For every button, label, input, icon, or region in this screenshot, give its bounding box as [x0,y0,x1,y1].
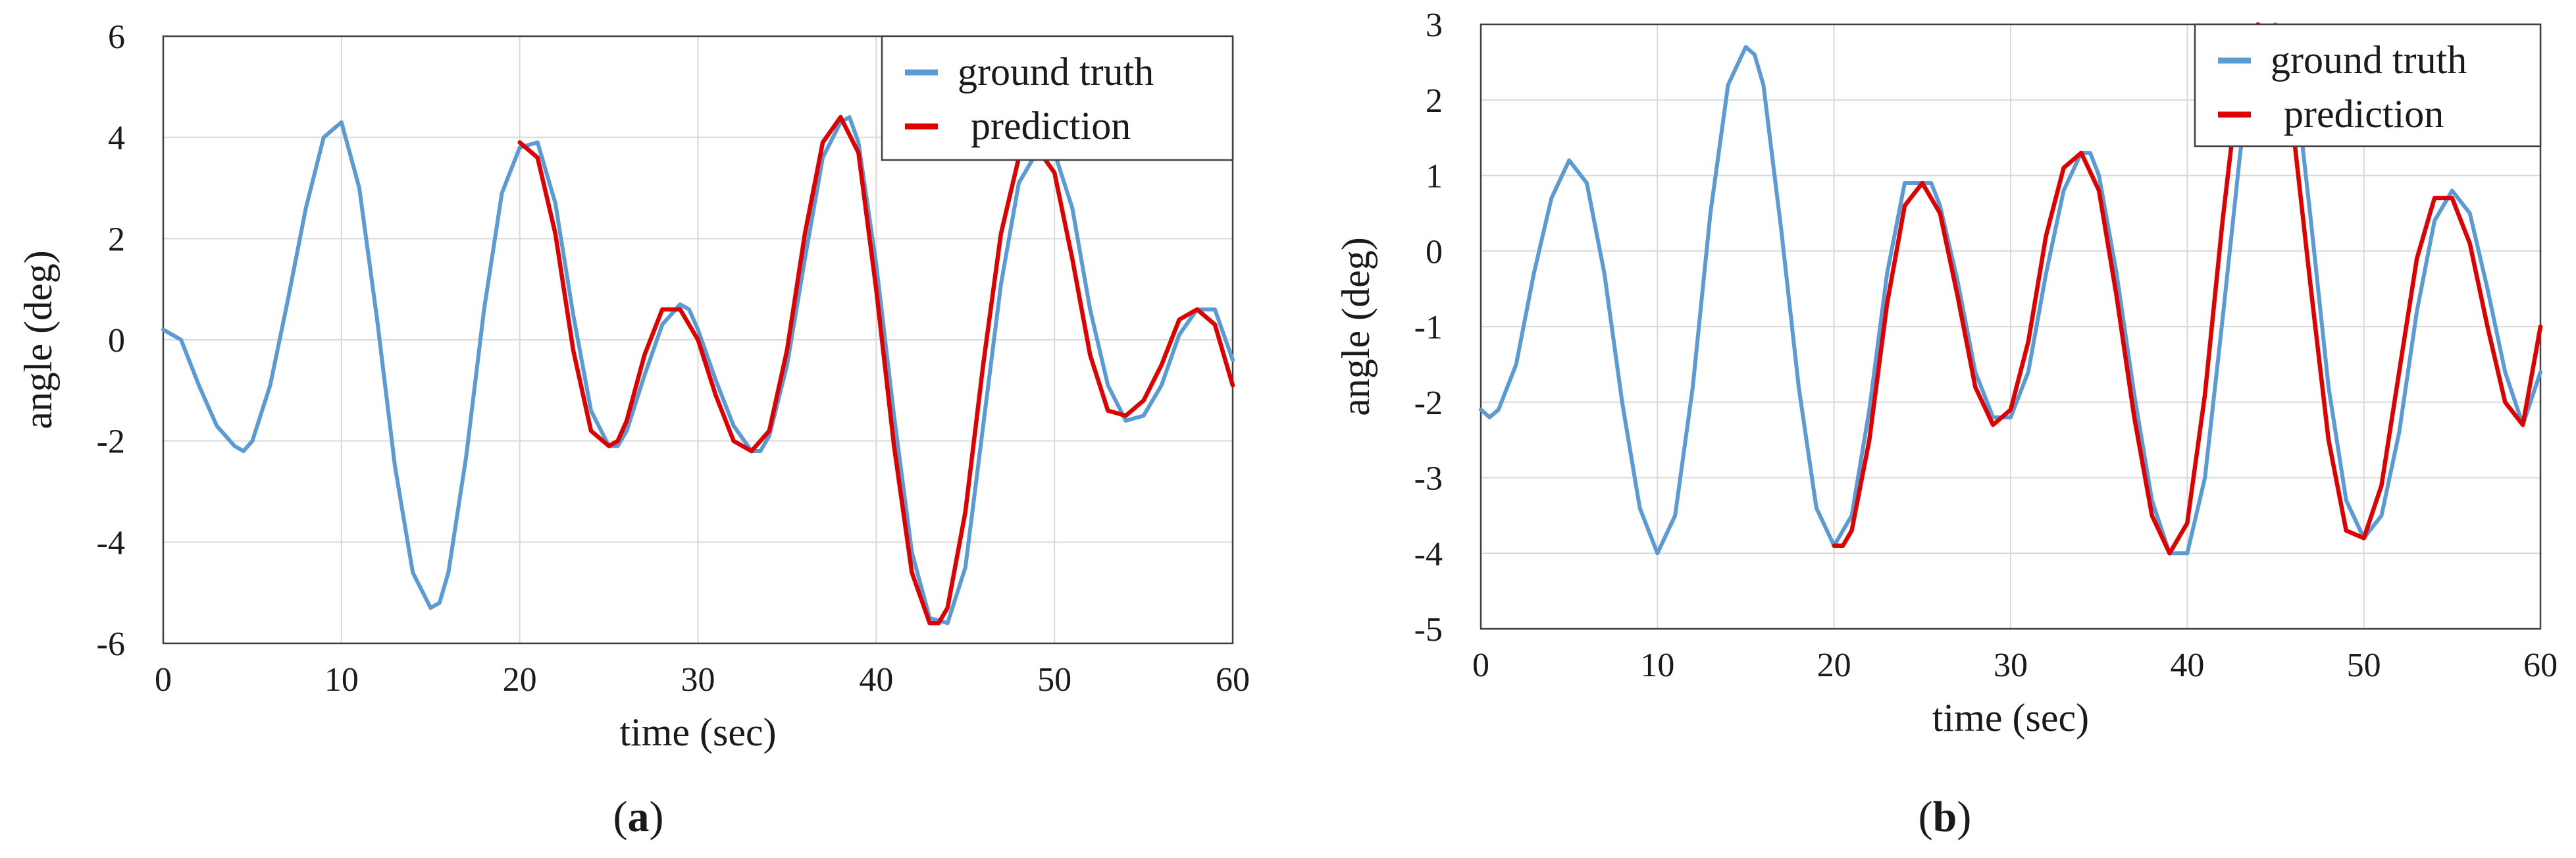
legend-label: prediction [2284,92,2444,136]
x-tick-label: 0 [155,661,172,699]
y-tick-label: -1 [1414,309,1443,346]
x-tick-label: 50 [1037,661,1071,699]
y-tick-label: 2 [1426,82,1443,120]
y-tick-label: -4 [1414,535,1443,573]
y-tick-label: 0 [108,322,125,360]
series-line-prediction [1832,22,2543,556]
x-tick-label: 30 [1994,647,2028,684]
y-tick-label: -2 [1414,385,1443,422]
legend-label: prediction [971,104,1131,147]
y-tick-label: -2 [97,423,125,461]
legend-label: ground truth [2271,38,2467,82]
y-tick-label: 1 [1426,158,1443,196]
y-tick-label: 4 [108,120,125,157]
y-tick-label: 6 [108,18,125,56]
y-tick-label: -5 [1414,611,1443,649]
panel-label: (a) [613,793,664,841]
x-tick-label: 30 [681,661,715,699]
y-tick-label: 0 [1426,233,1443,271]
x-tick-label: 20 [1817,647,1851,684]
plot-area-frame [162,35,1234,645]
x-axis-title: time (sec) [619,711,776,754]
legend-box [2194,23,2542,147]
y-tick-label: 3 [1426,7,1443,44]
panel-label-open-paren: ( [613,793,628,841]
legend-box [881,35,1234,161]
x-axis-title: time (sec) [1932,696,2089,739]
x-tick-label: 60 [2523,647,2558,684]
y-tick-label: 2 [108,221,125,258]
panel-label-close-paren: ) [650,793,664,841]
series-line-prediction [517,115,1235,626]
y-tick-label: -6 [97,626,125,663]
panel-label-letter: a [628,793,650,841]
y-tick-label: -3 [1414,460,1443,498]
y-tick-label: -4 [97,524,125,562]
legend-label: ground truth [958,50,1154,94]
y-axis-title: angle (deg) [16,250,60,429]
x-tick-label: 0 [1472,647,1489,684]
chart-panel-a: 0 10 20 30 40 50 60 -6 -4 -2 0 2 4 6 time (sec) angle (… [16,18,1250,841]
x-tick-label: 50 [2347,647,2381,684]
panel-label-close-paren: ) [1957,793,1971,841]
x-tick-label: 40 [2170,647,2204,684]
x-tick-label: 20 [503,661,537,699]
panel-label: (b) [1919,793,1972,841]
x-tick-label: 10 [1640,647,1674,684]
x-tick-label: 40 [859,661,893,699]
x-tick-label: 10 [324,661,359,699]
y-axis-title: angle (deg) [1334,237,1378,416]
panel-label-open-paren: ( [1919,793,1933,841]
panel-label-letter: b [1933,793,1957,841]
chart-panel-b: 0 10 20 30 40 50 60 -5 -4 -3 -2 -1 0 1 2 3 time (sec) ang… [1334,7,2558,841]
x-tick-label: 60 [1216,661,1250,699]
